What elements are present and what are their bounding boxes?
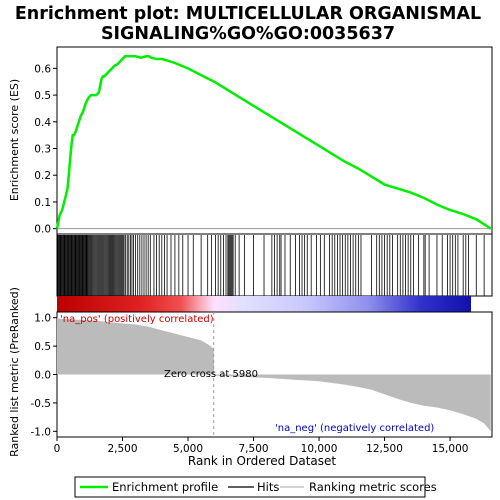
es-y-tick-label: 0.0 xyxy=(34,224,51,236)
metric-y-tick-label: 1.0 xyxy=(34,313,51,325)
color-bar xyxy=(57,296,471,312)
es-panel: 0.0 0.1 0.2 0.3 0.4 0.5 0.6 Enrichment score (… xyxy=(8,46,493,236)
x-tick-label: 15,000 xyxy=(432,443,469,455)
zero-cross-label: Zero cross at 5980 xyxy=(164,369,258,380)
legend-hits-label: Hits xyxy=(257,480,279,494)
es-y-tick-label: 0.5 xyxy=(34,90,51,102)
metric-y-tick-label: 0.0 xyxy=(34,370,51,382)
x-tick-label: 12,500 xyxy=(366,443,403,455)
x-tick-label: 5,000 xyxy=(173,443,203,455)
hits-panel xyxy=(56,233,493,297)
es-y-tick-label: 0.2 xyxy=(34,170,51,182)
metric-panel: -1.0 -0.5 0.0 0.5 1.0 0 2,500 5,000 7,500 10,000… xyxy=(8,287,493,468)
es-y-axis: 0.0 0.1 0.2 0.3 0.4 0.5 0.6 xyxy=(34,63,57,236)
ranking-metric-area xyxy=(57,317,491,432)
metric-x-axis: 0 2,500 5,000 7,500 10,000 12,500 15,000 xyxy=(54,437,469,455)
legend: Enrichment profile Hits Ranking metric s… xyxy=(74,476,437,498)
hit-lines xyxy=(57,235,485,296)
es-y-label: Enrichment score (ES) xyxy=(8,79,21,201)
x-axis-label: Rank in Ordered Dataset xyxy=(188,454,336,468)
es-panel-frame xyxy=(56,46,493,235)
rank-color-bar xyxy=(57,296,471,312)
metric-y-tick-label: -1.0 xyxy=(31,426,52,438)
neg-correlated-label: 'na_neg' (negatively correlated) xyxy=(275,423,434,434)
metric-y-tick-label: 0.5 xyxy=(34,341,51,353)
es-y-tick-label: 0.3 xyxy=(34,144,51,156)
legend-metric-label: Ranking metric scores xyxy=(309,480,437,494)
metric-y-tick-label: -0.5 xyxy=(31,398,52,410)
es-y-tick-label: 0.6 xyxy=(34,63,51,75)
metric-y-label: Ranked list metric (PreRanked) xyxy=(8,287,21,457)
es-y-tick-label: 0.1 xyxy=(34,197,51,209)
title-line-1: Enrichment plot: MULTICELLULAR ORGANISMA… xyxy=(15,4,481,24)
title-line-2: SIGNALING%GO%GO:0035637 xyxy=(101,24,395,44)
x-tick-label: 0 xyxy=(54,443,61,455)
es-y-tick-label: 0.4 xyxy=(34,117,51,129)
enrichment-profile-line xyxy=(55,55,492,230)
x-tick-label: 7,500 xyxy=(239,443,269,455)
x-tick-label: 2,500 xyxy=(107,443,137,455)
metric-y-axis: -1.0 -0.5 0.0 0.5 1.0 xyxy=(31,313,57,438)
x-tick-label: 10,000 xyxy=(301,443,338,455)
pos-correlated-label: 'na_pos' (positively correlated) xyxy=(60,314,214,325)
legend-es-label: Enrichment profile xyxy=(112,480,218,494)
